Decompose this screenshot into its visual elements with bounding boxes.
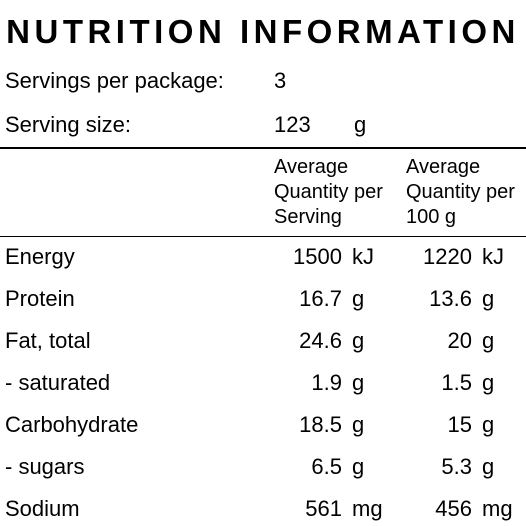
- per-100g-value: 5.3: [441, 454, 472, 479]
- per-serving-unit: mg: [352, 496, 383, 521]
- per-100g-value: 1.5: [441, 370, 472, 395]
- header-divider: [0, 147, 526, 149]
- per-100g-value: 13.6: [429, 286, 472, 311]
- per-serving-unit: g: [352, 412, 365, 437]
- per-serving-unit: g: [352, 370, 365, 395]
- per-serving-value: 16.7: [299, 286, 342, 311]
- serving-size-value: 123: [274, 112, 311, 137]
- servings-per-package-label: Servings per package:: [5, 68, 224, 93]
- column-header-per-100g-line2: Quantity per: [406, 181, 515, 203]
- nutrient-name: Energy: [5, 244, 75, 269]
- per-100g-unit: g: [482, 454, 495, 479]
- per-100g-unit: g: [482, 370, 495, 395]
- nutrient-name: - saturated: [5, 370, 111, 395]
- per-serving-unit: g: [352, 286, 365, 311]
- nutrient-name: Fat, total: [5, 328, 91, 353]
- per-serving-value: 24.6: [299, 328, 342, 353]
- per-100g-unit: mg: [482, 496, 513, 521]
- per-serving-value: 561: [305, 496, 342, 521]
- per-100g-value: 1220: [423, 244, 472, 269]
- per-serving-value: 1500: [293, 244, 342, 269]
- per-serving-value: 1.9: [311, 370, 342, 395]
- per-100g-unit: g: [482, 328, 495, 353]
- nutrient-name: Protein: [5, 286, 75, 311]
- nutrient-name: Sodium: [5, 496, 80, 521]
- per-serving-value: 6.5: [311, 454, 342, 479]
- per-serving-unit: g: [352, 454, 365, 479]
- serving-size-unit: g: [354, 112, 367, 137]
- per-serving-unit: g: [352, 328, 365, 353]
- per-100g-unit: kJ: [482, 244, 504, 269]
- table-divider: [0, 236, 526, 237]
- serving-size-label: Serving size:: [5, 112, 131, 137]
- per-100g-unit: g: [482, 286, 495, 311]
- per-100g-value: 456: [435, 496, 472, 521]
- column-header-per-serving-line1: Average: [274, 156, 349, 178]
- per-serving-value: 18.5: [299, 412, 342, 437]
- column-header-per-serving-line2: Quantity per: [274, 181, 383, 203]
- nutrient-name: Carbohydrate: [5, 412, 139, 437]
- per-100g-unit: g: [482, 412, 495, 437]
- per-serving-unit: kJ: [352, 244, 374, 269]
- column-header-per-serving-line3: Serving: [274, 206, 342, 228]
- column-header-per-100g-line3: 100 g: [406, 206, 457, 228]
- per-100g-value: 20: [447, 328, 472, 353]
- panel-title: NUTRITION INFORMATION: [6, 13, 520, 50]
- per-100g-value: 15: [447, 412, 472, 437]
- nutrient-name: - sugars: [5, 454, 85, 479]
- servings-per-package-value: 3: [274, 68, 287, 93]
- column-header-per-100g-line1: Average: [406, 156, 481, 178]
